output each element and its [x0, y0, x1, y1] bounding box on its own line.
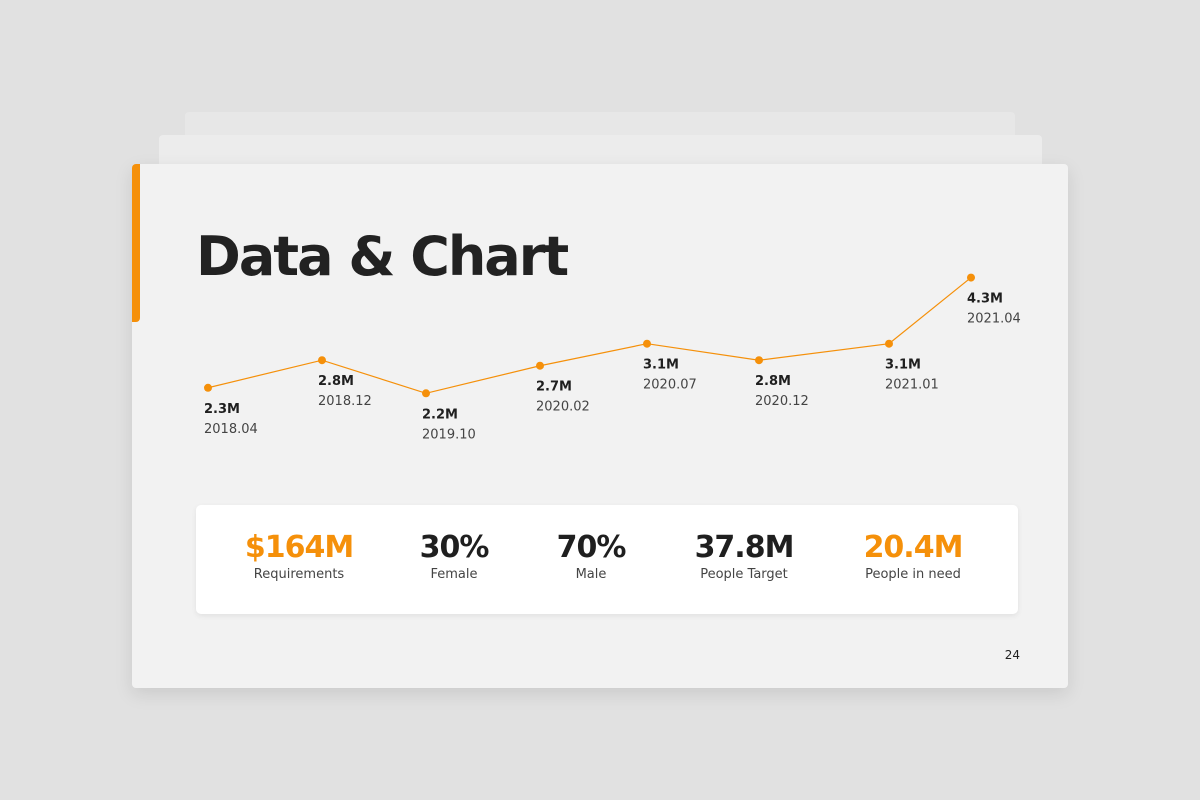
x-tick-label: 2021.01	[885, 378, 939, 393]
slide: Data & Chart 2.3M 2018.04 2.8M 2018.12 2.2M 2…	[132, 164, 1068, 688]
data-label: 2.8M	[755, 374, 791, 389]
accent-bar	[132, 164, 140, 322]
x-tick-label: 2020.12	[755, 394, 809, 409]
series-line	[207, 277, 972, 394]
stat-label: Male	[575, 567, 607, 582]
x-tick-label: 2021.04	[967, 312, 1021, 327]
stat-value: $164M	[244, 530, 354, 565]
x-tick-label: 2020.02	[536, 400, 590, 415]
stat-requirements: $164M Requirements	[244, 530, 354, 583]
data-label: 3.1M	[643, 358, 679, 373]
stat-people-target: 37.8M People Target	[694, 530, 795, 583]
stat-label: People Target	[700, 567, 788, 582]
data-point	[643, 339, 651, 348]
data-point	[885, 339, 893, 348]
stats-panel: $164M Requirements 30% Female 70% Male 3…	[196, 505, 1018, 614]
data-label: 4.3M	[967, 292, 1003, 307]
x-tick-label: 2019.10	[422, 427, 476, 442]
data-point	[318, 356, 326, 365]
data-label: 2.8M	[318, 374, 354, 389]
data-label: 2.3M	[204, 402, 240, 417]
data-point	[422, 389, 430, 398]
stat-female: 30% Female	[419, 530, 490, 583]
stat-label: People in need	[865, 567, 961, 582]
stat-male: 70% Male	[556, 530, 627, 583]
data-point	[755, 356, 763, 365]
stat-label: Female	[430, 567, 478, 582]
line-chart: 2.3M 2018.04 2.8M 2018.12 2.2M 2019.10 2.7M 202…	[204, 273, 1021, 442]
data-label: 2.2M	[422, 407, 458, 422]
page-number: 24	[1004, 648, 1020, 662]
x-tick-label: 2020.07	[643, 378, 697, 393]
data-point	[204, 383, 212, 392]
data-label: 3.1M	[885, 358, 921, 373]
slide-title: Data & Chart	[196, 225, 569, 288]
data-point	[967, 273, 975, 282]
x-tick-label: 2018.12	[318, 394, 372, 409]
stat-value: 70%	[556, 530, 627, 565]
stat-value: 20.4M	[863, 530, 964, 565]
stat-value: 37.8M	[694, 530, 795, 565]
stat-people-in-need: 20.4M People in need	[863, 530, 964, 583]
data-point	[536, 361, 544, 370]
stat-label: Requirements	[253, 567, 345, 582]
x-tick-label: 2018.04	[204, 422, 258, 437]
stat-value: 30%	[419, 530, 490, 565]
data-label: 2.7M	[536, 380, 572, 395]
